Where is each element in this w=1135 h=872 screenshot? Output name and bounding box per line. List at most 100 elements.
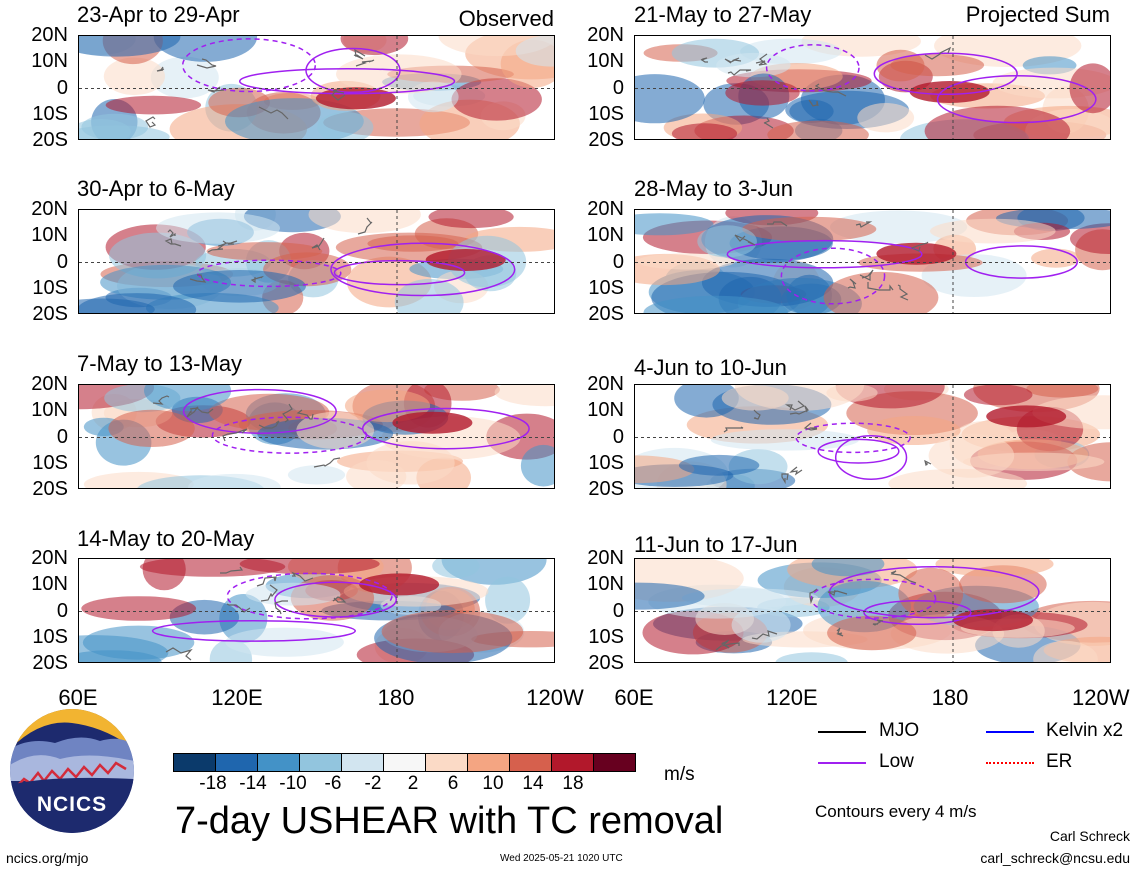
low-contour [330,242,516,297]
lon-label-120w-right: 120W [1072,686,1130,710]
shear-map-panel-right-3 [634,384,1111,489]
legend-kelvin-label: Kelvin x2 [1046,720,1124,741]
footer-timestamp: Wed 2025-05-21 1020 UTC [500,853,623,864]
colorbar-swatch [257,753,300,772]
shear-map-panel-left-4 [78,558,555,663]
coastline [700,46,952,129]
shear-maximum [953,609,1033,632]
shear-blob [716,52,791,78]
lat-label-10s-left-row1: 10S [32,102,68,125]
shear-blob [79,36,181,57]
shear-blob [173,270,306,303]
colorbar-swatch [593,753,636,772]
shear-maximum [986,405,1067,428]
colorbar-unit: m/s [664,764,695,785]
shear-maximum [315,87,396,110]
colorbar-tick-label: -2 [364,773,382,794]
shear-blob [635,74,705,124]
shear-blob [857,103,915,133]
shear-blob [710,429,860,451]
shear-blob [346,459,407,488]
colorbar-swatch [299,753,342,772]
shear-blob [317,111,374,139]
low-contour [726,239,923,269]
lat-label-20s-right-row1: 20S [588,129,624,151]
low-contour [238,67,456,95]
lat-label-10s-right-row4: 10S [588,625,624,648]
shear-blob [681,588,819,608]
colorbar-swatch [173,753,216,772]
lat-label-10n-right-row3: 10N [587,399,624,422]
coastline [145,48,375,128]
coastline [165,566,347,661]
colorbar [173,753,636,772]
lat-label-20n-left-row1: 20N [31,24,68,46]
contour-note: Contours every 4 m/s [815,802,977,821]
shear-blob [103,57,165,96]
shear-blob [79,119,131,139]
low-contour [863,599,972,626]
legend-low-label: Low [879,751,914,772]
shear-blob [775,652,848,662]
lat-label-20n-right-row3: 20N [587,373,624,395]
shear-blob [188,473,281,488]
shear-blob [79,293,197,313]
shear-blob [637,253,736,270]
shear-blob [697,225,757,258]
footer-url[interactable]: ncics.org/mjo [6,850,89,866]
lon-label-120e-left: 120E [211,685,263,710]
shear-map-panel-left-2 [78,209,555,314]
lat-label-20n-right-row4: 20N [587,547,624,569]
panel-title-2: 30-Apr to 6-May [77,176,235,201]
shear-blob [81,596,197,621]
low-contour [834,435,908,480]
lat-label-20n-left-row2: 20N [31,198,68,220]
shear-blob [340,36,409,56]
colorbar-tick-label: 6 [447,773,459,794]
lon-label-60e-left: 60E [58,685,98,710]
shear-blob [515,36,554,67]
low-contour [196,259,342,288]
lat-label-0-right-row4: 0 [612,599,624,622]
lat-label-20n-left-row3: 20N [31,373,68,395]
low-contour [936,75,1097,124]
shear-blob [144,385,232,412]
shear-blob [245,582,341,606]
shear-blob [930,218,1056,244]
lat-label-10n-left-row2: 10N [31,224,68,247]
lat-label-20n-right-row1: 20N [587,24,624,46]
shear-blob [742,216,877,242]
shear-blob [1031,248,1081,268]
shear-blob [898,567,964,619]
coastline [164,217,373,284]
shear-blob [82,625,195,660]
legend-low-line [818,762,866,764]
colorbar-tick-label: -6 [324,773,342,794]
legend-kelvin-line [986,731,1034,733]
panel-title-7: 4-Jun to 10-Jun [634,355,787,380]
shear-blob [156,212,280,244]
lat-label-10s-right-row3: 10S [588,451,624,474]
lat-label-20s-left-row3: 20S [32,478,68,500]
shear-blob [963,452,1105,471]
shear-blob [225,627,344,657]
lat-label-10n-right-row1: 10N [587,50,624,73]
shear-blob [428,210,514,229]
lat-label-10s-right-row2: 10S [588,276,624,299]
projected-label: Projected Sum [965,2,1110,27]
shear-blob [811,559,885,577]
shear-blob [1070,223,1110,254]
low-contour [873,52,1018,96]
shear-blob [671,123,738,139]
shear-blob [827,615,917,651]
lat-label-20s-left-row4: 20S [32,652,68,674]
shear-blob [643,295,789,313]
shear-blob [520,444,554,487]
low-contour [182,388,337,434]
shear-blob [734,385,865,411]
lon-label-120e-right: 120E [766,685,818,710]
lat-label-10n-left-row3: 10N [31,399,68,422]
shear-blob [105,95,202,115]
footer-email[interactable]: carl_schreck@ncsu.edu [980,850,1130,866]
logo-text: NCICS [36,793,108,816]
